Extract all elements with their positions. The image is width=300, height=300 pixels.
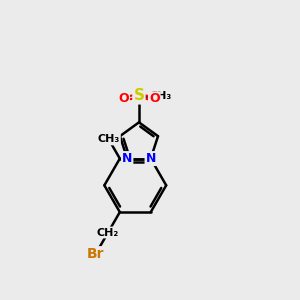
Text: Br: Br xyxy=(87,247,104,261)
Text: S: S xyxy=(134,88,145,103)
Text: N: N xyxy=(122,152,132,165)
Text: N: N xyxy=(146,152,156,165)
Text: O: O xyxy=(149,92,160,105)
Text: CH₃: CH₃ xyxy=(98,134,120,144)
Text: CH₃: CH₃ xyxy=(149,91,171,101)
Text: O: O xyxy=(118,92,129,105)
Text: CH₂: CH₂ xyxy=(97,227,119,238)
